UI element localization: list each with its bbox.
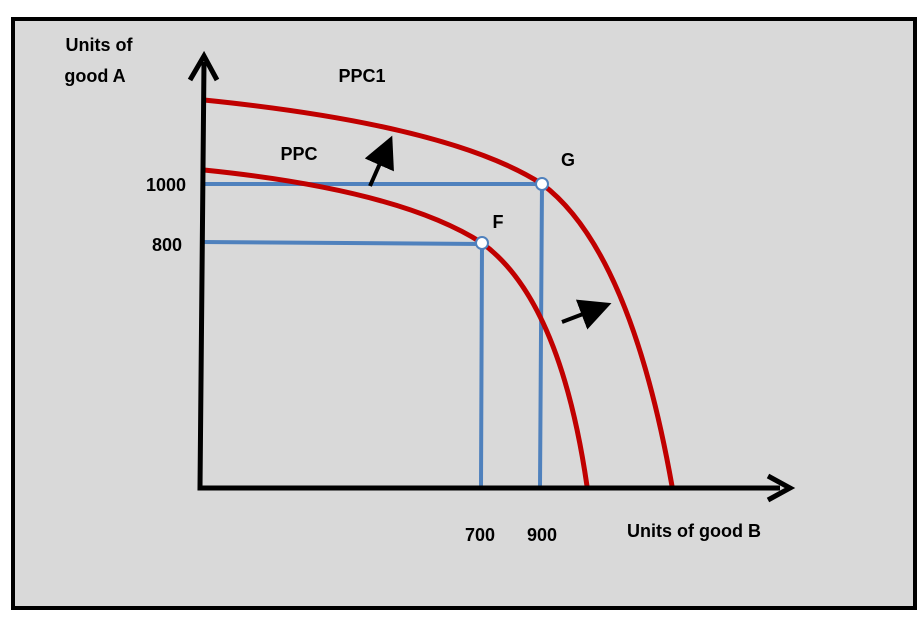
point-label: G <box>561 150 575 170</box>
curve-label: PPC1 <box>338 66 385 86</box>
x-tick-label: 900 <box>527 525 557 545</box>
axes <box>197 61 780 491</box>
shift-arrow <box>561 299 612 330</box>
x-tick-label: 700 <box>465 525 495 545</box>
x-arrowhead <box>766 473 796 503</box>
shift-arrow <box>364 135 394 187</box>
point-label: F <box>493 212 504 232</box>
frame <box>11 17 917 610</box>
curve-label: PPC <box>280 144 317 164</box>
point-f <box>475 236 489 250</box>
y-tick-label: 1000 <box>146 175 186 195</box>
y-axis-label: Units of <box>66 35 134 55</box>
y-tick-label: 800 <box>152 235 182 255</box>
y-axis-label: good A <box>64 66 125 86</box>
y-arrowhead <box>187 50 220 82</box>
point-g <box>535 177 549 191</box>
x-axis-label: Units of good B <box>627 521 761 541</box>
